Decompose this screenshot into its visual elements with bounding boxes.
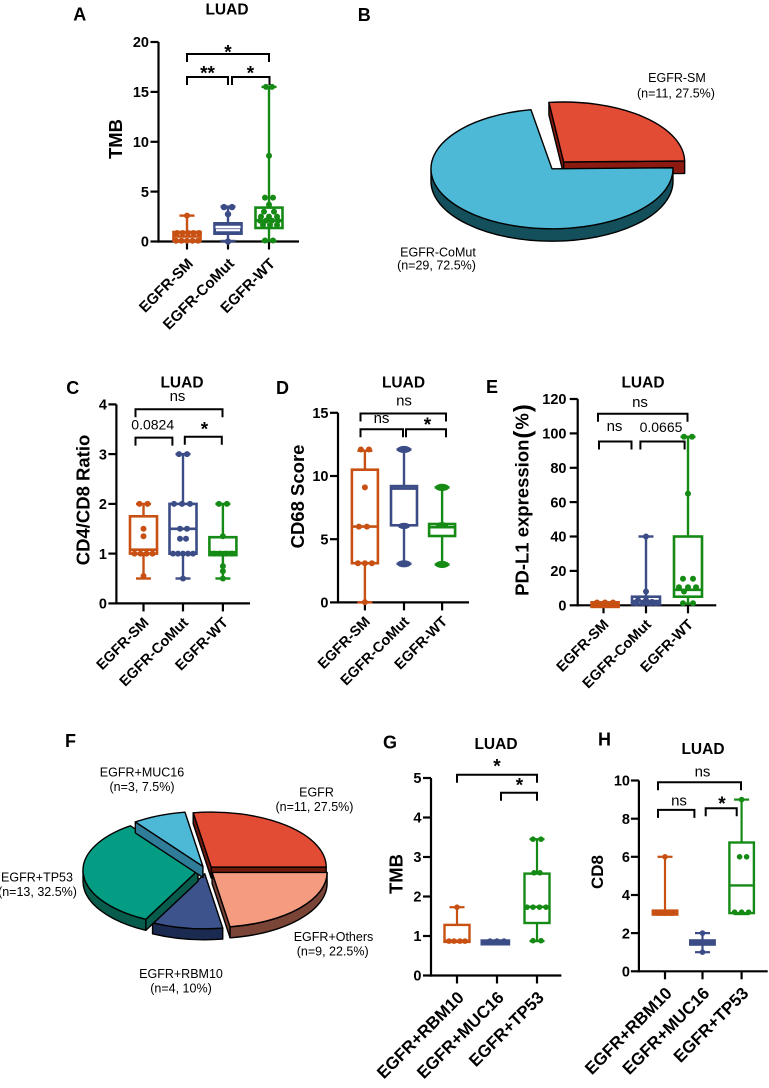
svg-text:5: 5 bbox=[413, 771, 421, 787]
svg-text:0: 0 bbox=[413, 969, 421, 985]
svg-text:2: 2 bbox=[99, 497, 107, 513]
svg-text:40: 40 bbox=[550, 530, 566, 546]
svg-text:5: 5 bbox=[320, 532, 328, 548]
svg-text:(n=11, 27.5%): (n=11, 27.5%) bbox=[276, 800, 354, 814]
svg-text:*: * bbox=[424, 415, 432, 436]
svg-text:H: H bbox=[598, 730, 611, 750]
svg-text:100: 100 bbox=[542, 427, 566, 443]
svg-text:0: 0 bbox=[141, 235, 149, 251]
svg-text:4: 4 bbox=[622, 888, 630, 904]
svg-text:5: 5 bbox=[141, 185, 149, 201]
svg-text:(n=3, 7.5%): (n=3, 7.5%) bbox=[110, 780, 175, 794]
svg-text:C: C bbox=[66, 378, 79, 398]
svg-text:3: 3 bbox=[99, 447, 107, 463]
svg-text:2: 2 bbox=[413, 890, 421, 906]
svg-text:EGFR-CoMut: EGFR-CoMut bbox=[400, 246, 476, 260]
svg-text:EGFR+MUC16: EGFR+MUC16 bbox=[100, 766, 184, 780]
svg-text:CD8: CD8 bbox=[588, 855, 607, 889]
svg-text:G: G bbox=[383, 733, 397, 753]
svg-text:*: * bbox=[493, 757, 501, 778]
svg-text:0: 0 bbox=[622, 965, 630, 981]
svg-text:(n=4, 10%): (n=4, 10%) bbox=[150, 982, 212, 996]
svg-text:3: 3 bbox=[413, 850, 421, 866]
svg-text:15: 15 bbox=[133, 85, 149, 101]
svg-text:E: E bbox=[486, 377, 498, 397]
svg-text:CD4/CD8 Ratio: CD4/CD8 Ratio bbox=[73, 435, 94, 566]
svg-text:ns: ns bbox=[396, 393, 412, 410]
svg-text:1: 1 bbox=[413, 929, 421, 945]
svg-text:*: * bbox=[718, 794, 726, 815]
svg-text:10: 10 bbox=[133, 135, 149, 151]
svg-text:A: A bbox=[73, 5, 86, 25]
svg-text:120: 120 bbox=[542, 392, 566, 408]
svg-text:PD-L1 expression(%): PD-L1 expression(%) bbox=[510, 404, 537, 596]
svg-text:2: 2 bbox=[622, 926, 630, 942]
svg-text:ns: ns bbox=[671, 793, 687, 810]
svg-text:ns: ns bbox=[607, 418, 623, 435]
svg-text:ns: ns bbox=[170, 388, 186, 405]
svg-text:*: * bbox=[224, 43, 232, 64]
svg-text:0.0824: 0.0824 bbox=[131, 417, 174, 433]
svg-text:TMB: TMB bbox=[386, 854, 407, 894]
svg-text:0: 0 bbox=[558, 599, 566, 615]
svg-text:EGFR+RBM10: EGFR+RBM10 bbox=[139, 967, 223, 981]
svg-text:D: D bbox=[276, 378, 289, 398]
svg-text:10: 10 bbox=[312, 469, 328, 485]
svg-text:4: 4 bbox=[413, 811, 421, 827]
svg-text:60: 60 bbox=[550, 495, 566, 511]
svg-text:6: 6 bbox=[622, 850, 630, 866]
svg-text:4: 4 bbox=[99, 398, 107, 414]
svg-text:LUAD: LUAD bbox=[474, 736, 517, 753]
svg-text:15: 15 bbox=[312, 406, 328, 422]
svg-text:LUAD: LUAD bbox=[681, 741, 724, 758]
svg-text:LUAD: LUAD bbox=[621, 375, 664, 392]
svg-text:(n=13, 32.5%): (n=13, 32.5%) bbox=[0, 885, 77, 899]
svg-text:1: 1 bbox=[99, 547, 107, 563]
svg-text:*: * bbox=[247, 64, 255, 85]
svg-text:ns: ns bbox=[695, 763, 711, 780]
svg-text:LUAD: LUAD bbox=[205, 2, 248, 19]
svg-text:*: * bbox=[201, 420, 209, 441]
svg-text:CD68 Score: CD68 Score bbox=[287, 445, 308, 549]
svg-text:EGFR+TP53: EGFR+TP53 bbox=[1, 871, 73, 885]
svg-text:ns: ns bbox=[632, 394, 648, 411]
svg-text:(n=9, 22.5%): (n=9, 22.5%) bbox=[297, 945, 369, 959]
svg-text:LUAD: LUAD bbox=[160, 375, 203, 392]
svg-text:ns: ns bbox=[374, 410, 390, 427]
svg-text:(n=29, 72.5%): (n=29, 72.5%) bbox=[397, 259, 476, 273]
svg-text:20: 20 bbox=[133, 35, 149, 51]
svg-text:10: 10 bbox=[614, 774, 630, 790]
svg-text:0: 0 bbox=[320, 596, 328, 612]
svg-text:**: ** bbox=[200, 64, 215, 85]
svg-text:EGFR-SM: EGFR-SM bbox=[648, 71, 706, 85]
svg-text:0.0665: 0.0665 bbox=[640, 419, 683, 435]
svg-text:EGFR: EGFR bbox=[299, 786, 334, 800]
svg-text:LUAD: LUAD bbox=[382, 375, 425, 392]
svg-text:80: 80 bbox=[550, 461, 566, 477]
svg-text:F: F bbox=[65, 731, 76, 751]
svg-text:20: 20 bbox=[550, 564, 566, 580]
svg-text:B: B bbox=[358, 5, 371, 25]
svg-text:EGFR+Others: EGFR+Others bbox=[294, 930, 374, 944]
svg-text:8: 8 bbox=[622, 812, 630, 828]
svg-text:TMB: TMB bbox=[105, 119, 126, 159]
svg-text:*: * bbox=[516, 775, 524, 796]
svg-text:(n=11, 27.5%): (n=11, 27.5%) bbox=[637, 87, 715, 101]
svg-text:0: 0 bbox=[99, 597, 107, 613]
